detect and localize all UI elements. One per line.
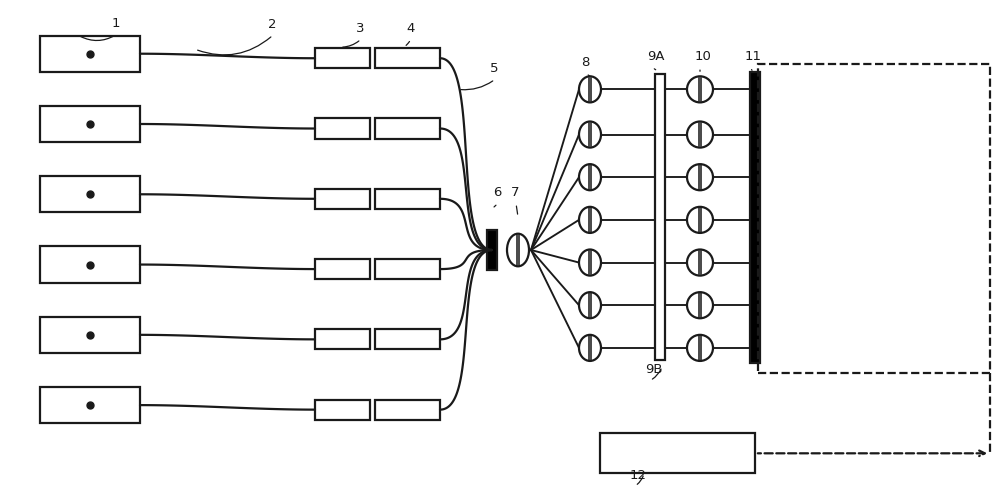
Ellipse shape bbox=[507, 234, 529, 267]
Ellipse shape bbox=[687, 250, 713, 276]
Ellipse shape bbox=[579, 122, 601, 148]
Bar bbox=[315, 119, 370, 139]
Text: 1: 1 bbox=[112, 17, 120, 30]
Bar bbox=[315, 49, 370, 69]
Ellipse shape bbox=[687, 335, 713, 361]
Bar bbox=[600, 433, 755, 473]
Bar bbox=[315, 330, 370, 350]
Ellipse shape bbox=[579, 250, 601, 276]
Text: 7: 7 bbox=[511, 186, 520, 199]
Text: 11: 11 bbox=[745, 50, 762, 63]
Text: 12: 12 bbox=[630, 468, 647, 481]
Ellipse shape bbox=[687, 122, 713, 148]
Text: 9A: 9A bbox=[647, 50, 664, 63]
Bar bbox=[487, 230, 497, 271]
Bar bbox=[40, 37, 140, 73]
Ellipse shape bbox=[687, 77, 713, 103]
Bar bbox=[375, 400, 440, 420]
Ellipse shape bbox=[687, 207, 713, 233]
Text: 5: 5 bbox=[490, 62, 498, 75]
Bar bbox=[40, 387, 140, 423]
Bar bbox=[758, 65, 990, 373]
Text: 3: 3 bbox=[356, 22, 364, 35]
Bar bbox=[750, 73, 760, 363]
Ellipse shape bbox=[579, 293, 601, 319]
Bar bbox=[375, 189, 440, 209]
Text: 2: 2 bbox=[268, 18, 276, 31]
Bar bbox=[315, 400, 370, 420]
Ellipse shape bbox=[687, 293, 713, 319]
Text: 4: 4 bbox=[406, 22, 414, 35]
Bar bbox=[315, 189, 370, 209]
Ellipse shape bbox=[579, 77, 601, 103]
Bar bbox=[375, 119, 440, 139]
Ellipse shape bbox=[579, 165, 601, 191]
Bar bbox=[375, 330, 440, 350]
Bar bbox=[40, 177, 140, 213]
Bar bbox=[40, 317, 140, 353]
Text: 6: 6 bbox=[493, 186, 501, 199]
Text: 10: 10 bbox=[695, 50, 712, 63]
Bar bbox=[40, 107, 140, 143]
Bar bbox=[655, 75, 665, 361]
Ellipse shape bbox=[687, 165, 713, 191]
Text: 9B: 9B bbox=[645, 363, 662, 376]
Ellipse shape bbox=[579, 207, 601, 233]
Bar bbox=[375, 49, 440, 69]
Bar bbox=[40, 247, 140, 283]
Ellipse shape bbox=[579, 335, 601, 361]
Bar bbox=[315, 260, 370, 280]
Bar bbox=[375, 260, 440, 280]
Text: 8: 8 bbox=[581, 56, 589, 69]
